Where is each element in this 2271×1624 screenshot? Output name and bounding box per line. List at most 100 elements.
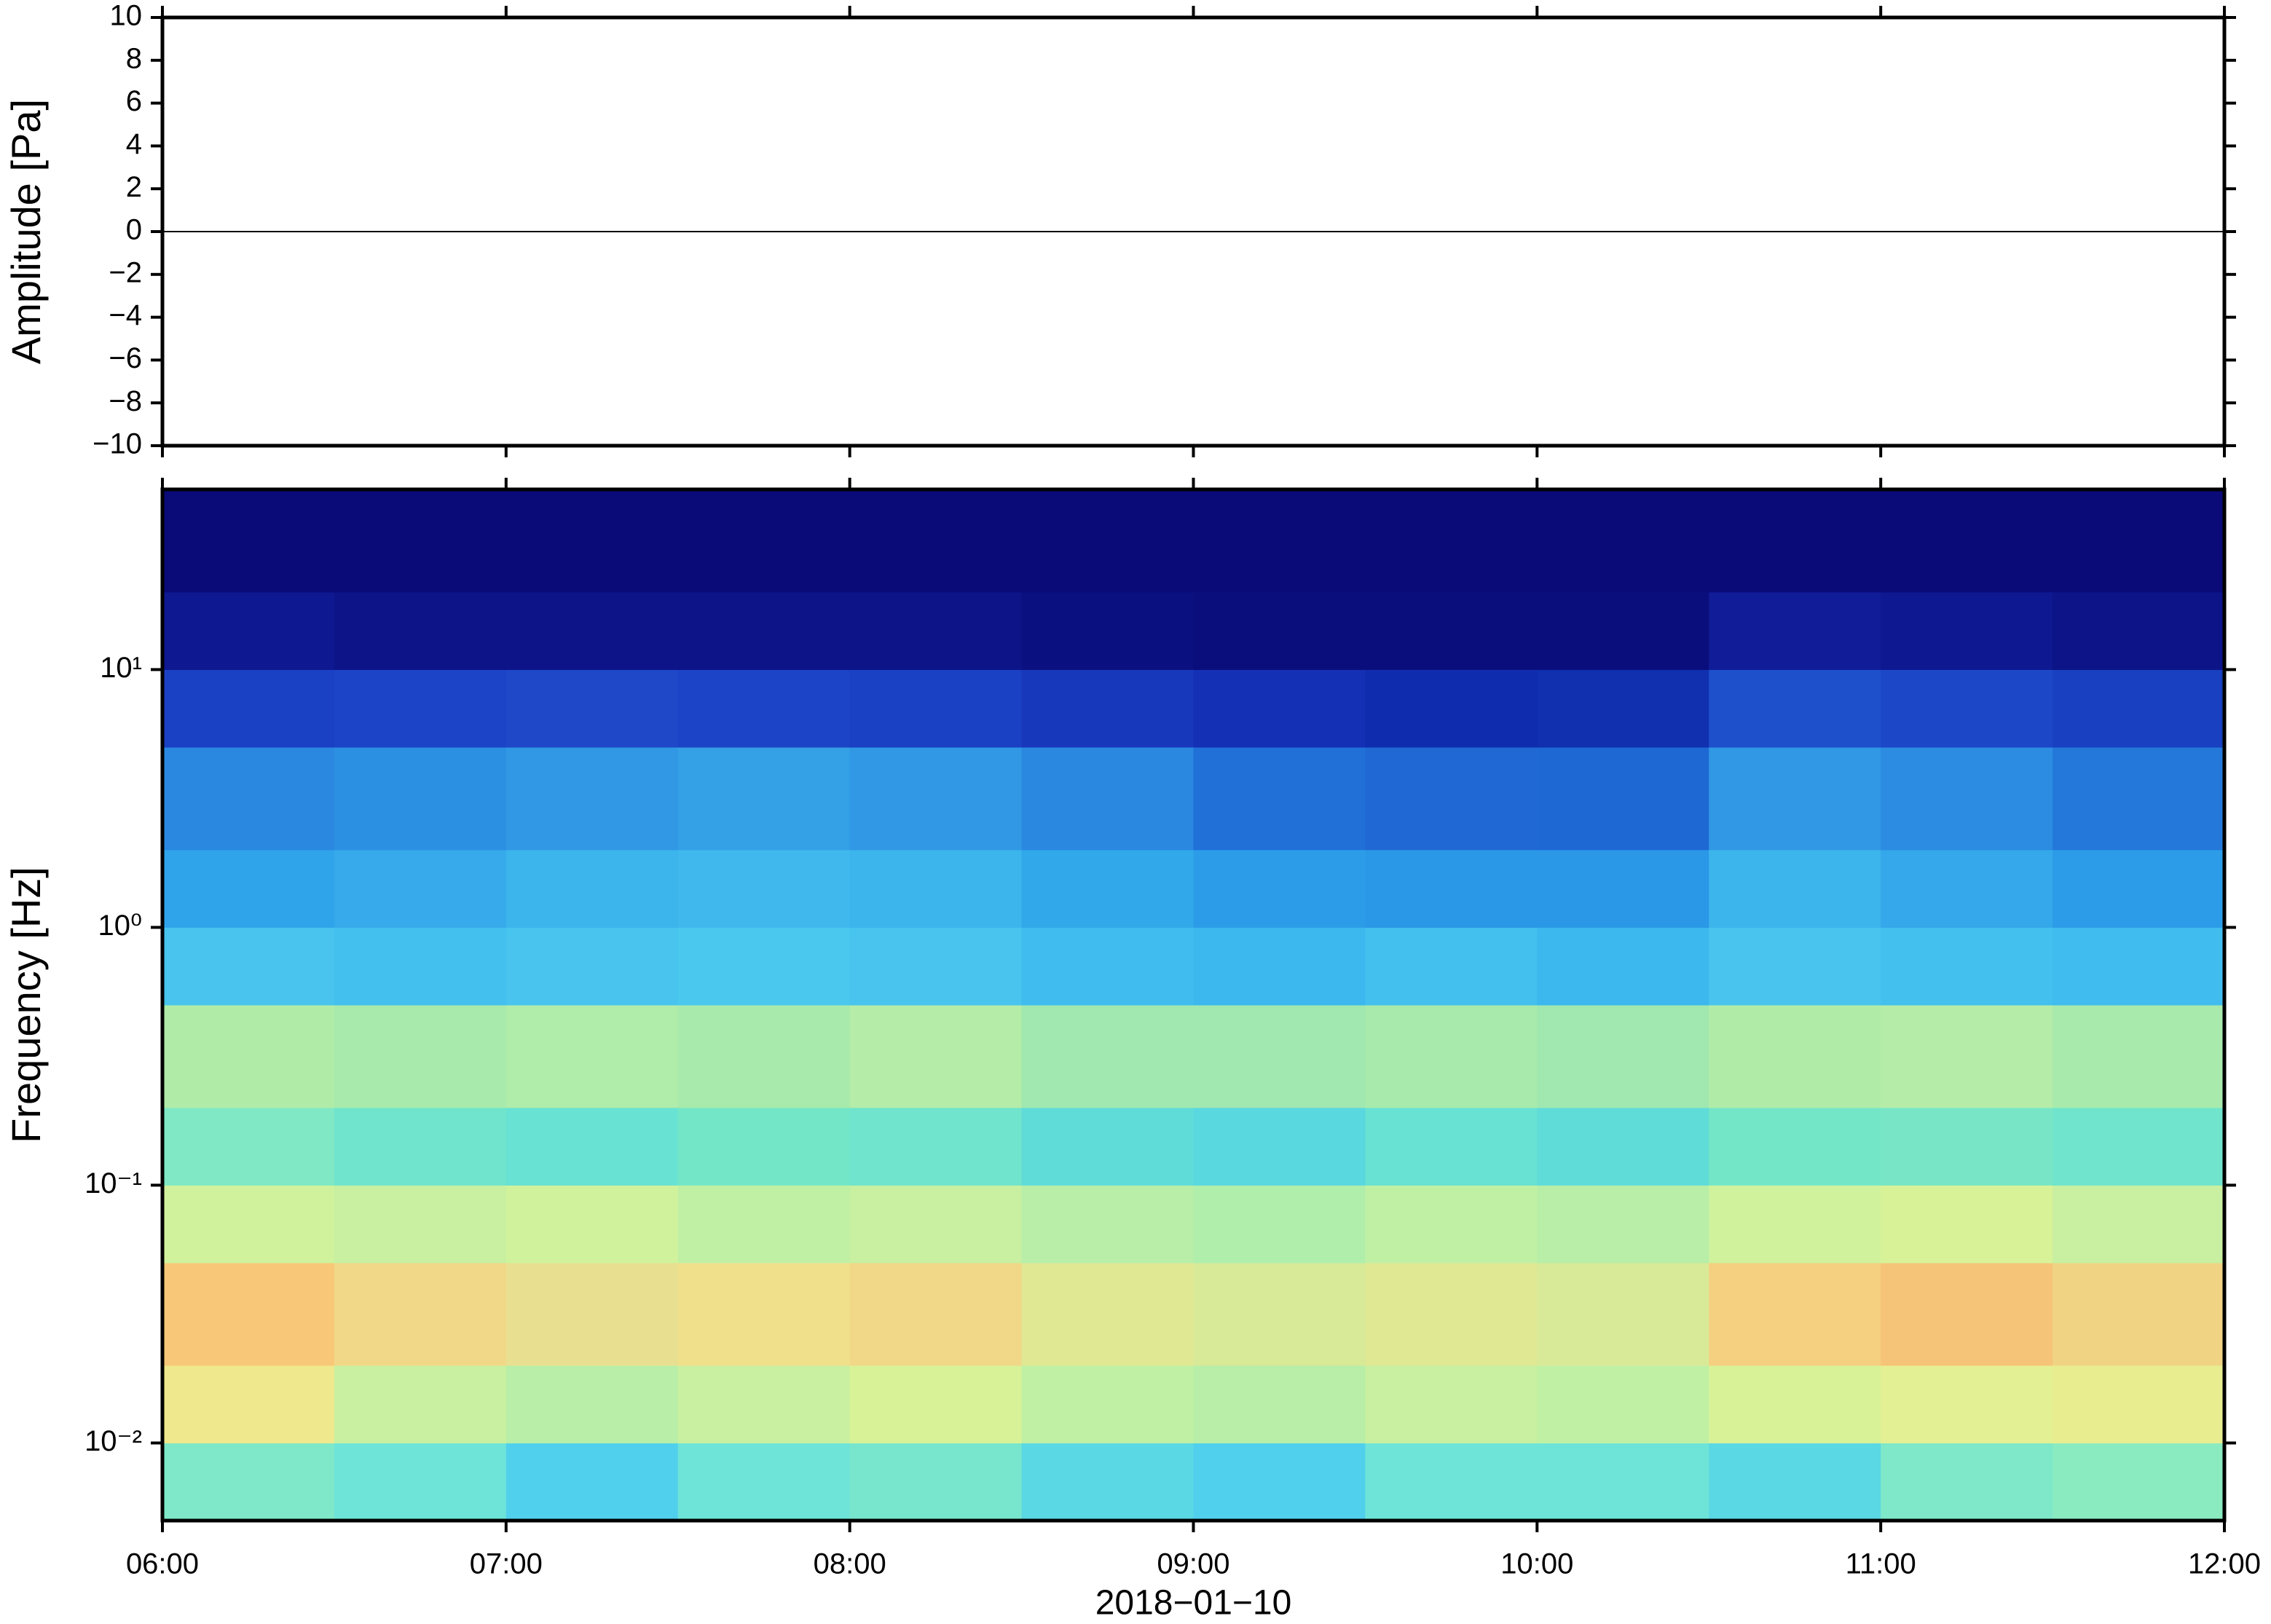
spectrogram-cell xyxy=(2052,1263,2225,1366)
spectrogram-cell xyxy=(1193,591,1366,670)
spectrogram-cell xyxy=(505,1443,679,1521)
spectrogram-cell xyxy=(162,591,335,670)
x-tick-label: 12:00 xyxy=(2188,1548,2261,1580)
spectrogram-cell xyxy=(1193,1263,1366,1366)
spectrogram-cell xyxy=(1537,591,1709,670)
y-axis-title: Amplitude [Pa] xyxy=(3,99,49,364)
spectrogram-cell xyxy=(1365,1365,1538,1443)
spectrogram-cell xyxy=(1365,747,1538,851)
spectrogram-cell xyxy=(505,669,679,748)
spectrogram-cell xyxy=(677,747,851,851)
spectrogram-cell xyxy=(1537,1365,1709,1443)
spectrogram-cell xyxy=(334,1107,507,1186)
y-tick-label: 2 xyxy=(126,171,142,203)
spectrogram-cell xyxy=(162,669,335,748)
spectrogram-cell xyxy=(1193,1443,1366,1521)
y-tick-label: −8 xyxy=(109,385,142,417)
spectrogram-cell xyxy=(849,1185,1023,1264)
spectrogram-cell xyxy=(1021,747,1194,851)
spectrogram-cell xyxy=(849,1005,1023,1108)
spectrogram-cell xyxy=(1881,489,2053,593)
spectrogram-cell xyxy=(2052,1107,2225,1186)
spectrogram-cell xyxy=(1021,669,1194,748)
spectrogram-cell xyxy=(677,1185,851,1264)
spectrogram-cell xyxy=(1021,1185,1194,1264)
spectrogram-cell xyxy=(1021,1005,1194,1108)
x-tick-label: 10:00 xyxy=(1500,1548,1573,1580)
spectrogram-cell xyxy=(1365,1185,1538,1264)
y-tick-label: −6 xyxy=(109,342,142,374)
spectrogram-cell xyxy=(849,747,1023,851)
spectrogram-cell xyxy=(1365,1107,1538,1186)
y-tick-label: 4 xyxy=(126,128,142,160)
spectrogram-cell xyxy=(505,849,679,928)
y-tick-label: −10 xyxy=(93,428,142,460)
spectrogram-cell xyxy=(1193,669,1366,748)
spectrogram-cell xyxy=(334,1263,507,1366)
spectrogram-cell xyxy=(334,747,507,851)
spectrogram-cell xyxy=(1537,747,1709,851)
spectrogram-cell xyxy=(334,849,507,928)
spectrogram-cell xyxy=(1193,1005,1366,1108)
spectrogram-cell xyxy=(1365,591,1538,670)
spectrogram-cell xyxy=(677,849,851,928)
spectrogram-cell xyxy=(1881,1185,2053,1264)
spectrogram-cell xyxy=(1365,1443,1538,1521)
spectrogram-cell xyxy=(1709,1185,1881,1264)
spectrogram-cell xyxy=(2052,1365,2225,1443)
spectrogram-cell xyxy=(2052,849,2225,928)
spectrogram-cell xyxy=(1021,1263,1194,1366)
spectrogram-cell xyxy=(1709,1107,1881,1186)
spectrogram-cell xyxy=(1709,1443,1881,1521)
spectrogram-cell xyxy=(505,591,679,670)
spectrogram-cell xyxy=(1365,1263,1538,1366)
spectrogram-cell xyxy=(1021,1443,1194,1521)
x-tick-label: 06:00 xyxy=(126,1548,199,1580)
spectrogram-cell xyxy=(1709,849,1881,928)
spectrogram-cell xyxy=(1365,849,1538,928)
spectrogram-cell xyxy=(162,927,335,1006)
spectrogram-cell xyxy=(505,1005,679,1108)
spectrogram-cell xyxy=(1537,1443,1709,1521)
spectrogram-cell xyxy=(1881,591,2053,670)
spectrogram-cell xyxy=(1881,927,2053,1006)
spectrogram-cell xyxy=(2052,1443,2225,1521)
spectrogram-cell xyxy=(1537,489,1709,593)
x-tick-label: 07:00 xyxy=(470,1548,543,1580)
y-tick-label: −4 xyxy=(109,299,142,331)
y-tick-label: 6 xyxy=(126,85,142,117)
y-tick-label: −2 xyxy=(109,256,142,288)
spectrogram-cell xyxy=(849,489,1023,593)
spectrogram-cell xyxy=(162,849,335,928)
spectrogram-cell xyxy=(1021,927,1194,1006)
spectrogram-cell xyxy=(1881,1263,2053,1366)
spectrogram-cell xyxy=(849,1107,1023,1186)
spectrogram-cell xyxy=(334,1005,507,1108)
spectrogram-cell xyxy=(677,489,851,593)
spectrogram-cell xyxy=(1709,591,1881,670)
spectrogram-cell xyxy=(1537,1107,1709,1186)
spectrogram-cell xyxy=(334,489,507,593)
spectrogram-cell xyxy=(162,1263,335,1366)
spectrogram-cell xyxy=(1021,1107,1194,1186)
spectrogram-cell xyxy=(1881,747,2053,851)
spectrogram-cell xyxy=(1709,747,1881,851)
spectrogram-cell xyxy=(1537,1005,1709,1108)
spectrogram-cell xyxy=(677,1005,851,1108)
spectrogram-cell xyxy=(849,927,1023,1006)
spectrogram-cell xyxy=(2052,747,2225,851)
spectrogram-cell xyxy=(1193,1365,1366,1443)
spectrogram-cell xyxy=(1365,1005,1538,1108)
x-tick-label: 09:00 xyxy=(1157,1548,1229,1580)
spectrogram-cell xyxy=(1537,1263,1709,1366)
spectrogram-cell xyxy=(1881,1005,2053,1108)
spectrogram-cell xyxy=(162,1005,335,1108)
x-tick-label: 08:00 xyxy=(814,1548,886,1580)
spectrogram-cell xyxy=(162,747,335,851)
spectrogram-cell xyxy=(1709,669,1881,748)
spectrogram-cell xyxy=(334,1185,507,1264)
spectrogram-cell xyxy=(849,591,1023,670)
spectrogram-cell xyxy=(505,1263,679,1366)
